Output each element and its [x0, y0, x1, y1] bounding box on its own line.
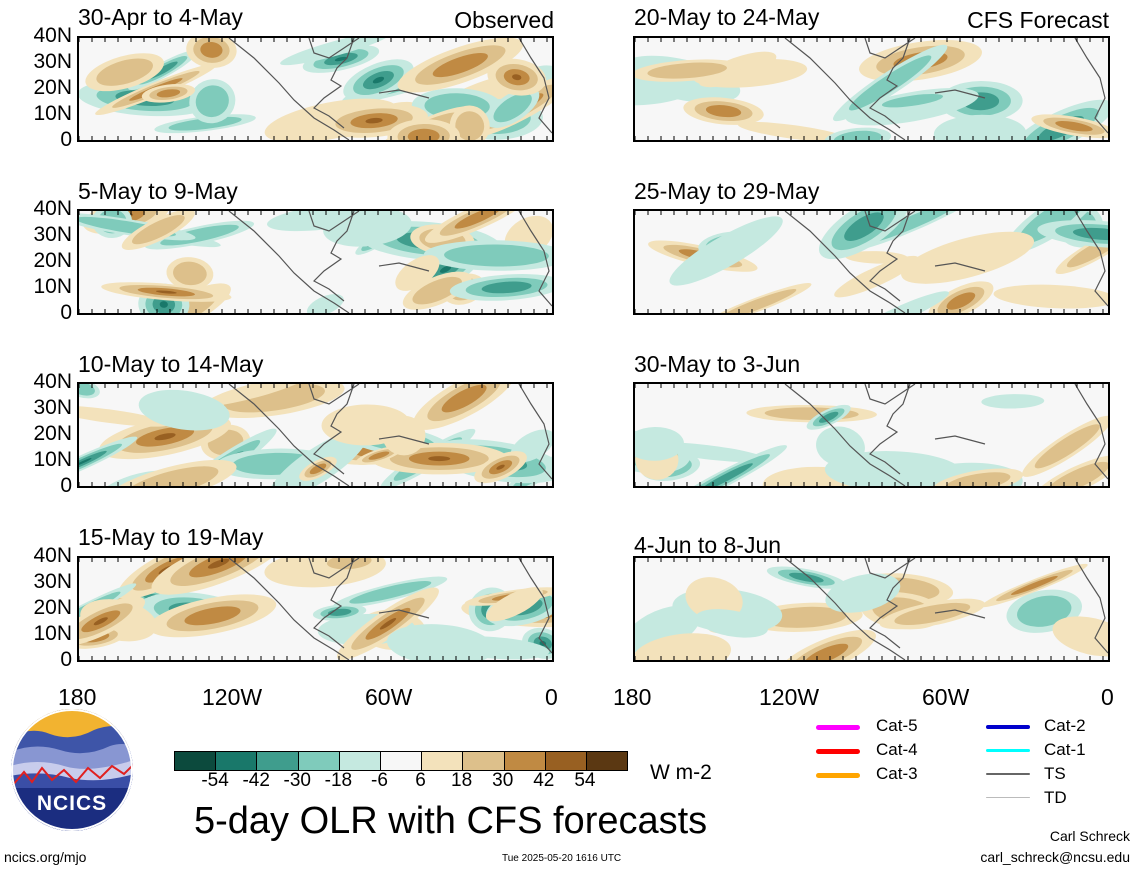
panel-title: 30-Apr to 4-May	[78, 4, 243, 30]
legend-label: Cat-2	[1044, 716, 1086, 735]
legend-line-cat2	[986, 725, 1030, 729]
lat-label: 40N	[33, 197, 72, 220]
panel-title: 30-May to 3-Jun	[634, 351, 801, 377]
olr-map-panel	[77, 36, 554, 142]
lat-label: 0	[60, 301, 72, 324]
colorbar-swatch	[297, 752, 339, 770]
colorbar-label: 42	[533, 770, 555, 791]
colorbar-label: 30	[492, 770, 514, 791]
lat-label: 0	[60, 128, 72, 151]
colorbar-label: 54	[574, 770, 596, 791]
colorbar-label: 6	[415, 770, 426, 791]
colorbar-swatch	[544, 752, 586, 770]
units-label: W m-2	[650, 761, 712, 784]
footer-timestamp: Tue 2025-05-20 1616 UTC	[502, 853, 622, 864]
figure-title: 5-day OLR with CFS forecasts	[194, 800, 708, 842]
legend-line-td	[986, 797, 1030, 798]
panel-title: 5-May to 9-May	[78, 178, 238, 204]
colorbar-swatch	[462, 752, 504, 770]
colorbar	[174, 751, 628, 771]
lon-label: 180	[58, 684, 97, 710]
lat-label: 30N	[33, 223, 72, 246]
legend-label: TS	[1044, 764, 1066, 783]
colorbar-swatch	[503, 752, 545, 770]
colorbar-label: -54	[201, 770, 229, 791]
lat-label: 40N	[33, 24, 72, 47]
colorbar-label: -42	[242, 770, 270, 791]
panel-title: 25-May to 29-May	[634, 178, 820, 204]
lat-label: 0	[60, 474, 72, 497]
legend-label: Cat-4	[876, 740, 918, 759]
lat-label: 10N	[33, 622, 72, 645]
lat-label: 20N	[33, 249, 72, 272]
colorbar-swatch	[585, 752, 628, 770]
lat-label: 20N	[33, 422, 72, 445]
legend-line-cat4	[816, 749, 860, 754]
lon-label: 0	[1101, 684, 1114, 710]
lat-label: 30N	[33, 396, 72, 419]
olr-map-panel	[633, 209, 1110, 315]
lon-label: 120W	[202, 684, 263, 710]
footer-email: carl_schreck@ncsu.edu	[980, 849, 1130, 865]
observed-label: Observed	[454, 7, 554, 33]
lon-label: 120W	[759, 684, 820, 710]
lon-label: 60W	[922, 684, 970, 710]
olr-map-panel	[77, 209, 554, 315]
lat-label: 10N	[33, 102, 72, 125]
legend-label: Cat-3	[876, 764, 918, 783]
legend-label: Cat-1	[1044, 740, 1086, 759]
lon-label: 0	[545, 684, 558, 710]
colorbar-swatch	[421, 752, 463, 770]
legend-line-cat3	[816, 773, 860, 778]
olr-map-panel	[77, 382, 554, 488]
olr-map-panel	[77, 556, 554, 662]
colorbar-swatch	[338, 752, 380, 770]
lat-label: 10N	[33, 448, 72, 471]
colorbar-labels: -54 -42 -30 -18 -6 6 18 30 42 54	[174, 770, 626, 794]
colorbar-label: -30	[283, 770, 311, 791]
panel-title: 10-May to 14-May	[78, 351, 264, 377]
olr-map-panel	[633, 556, 1110, 662]
footer-author: Carl Schreck	[1049, 828, 1130, 844]
legend-label: Cat-5	[876, 716, 918, 735]
lat-label: 30N	[33, 50, 72, 73]
lon-label: 180	[613, 684, 652, 710]
colorbar-swatch	[379, 752, 422, 770]
colorbar-label: -6	[371, 770, 388, 791]
footer-url: ncics.org/mjo	[4, 849, 87, 865]
ncics-logo: NCICS	[10, 708, 134, 832]
lat-label: 40N	[33, 370, 72, 393]
panel-title: 20-May to 24-May	[634, 4, 820, 30]
lon-label: 60W	[365, 684, 413, 710]
legend-line-cat1	[986, 749, 1030, 752]
legend-line-ts	[986, 773, 1030, 775]
lat-label: 0	[60, 648, 72, 671]
lat-label: 40N	[33, 544, 72, 567]
storm-legend: Cat-5 Cat-4 Cat-3 Cat-2 Cat-1 TS TD	[816, 716, 1116, 816]
forecast-label: CFS Forecast	[967, 7, 1109, 33]
panel-title: 15-May to 19-May	[78, 524, 264, 550]
lat-label: 20N	[33, 596, 72, 619]
colorbar-label: 18	[451, 770, 473, 791]
logo-text: NCICS	[36, 792, 108, 815]
legend-line-cat5	[816, 725, 860, 730]
colorbar-swatch	[256, 752, 298, 770]
lat-label: 30N	[33, 570, 72, 593]
panel-title: 4-Jun to 8-Jun	[634, 532, 782, 558]
lat-label: 20N	[33, 76, 72, 99]
olr-map-panel	[633, 382, 1110, 488]
legend-label: TD	[1044, 788, 1067, 807]
colorbar-swatch	[175, 752, 216, 770]
lat-label: 10N	[33, 275, 72, 298]
colorbar-swatch	[215, 752, 257, 770]
colorbar-label: -18	[324, 770, 353, 791]
olr-map-panel	[633, 36, 1110, 142]
